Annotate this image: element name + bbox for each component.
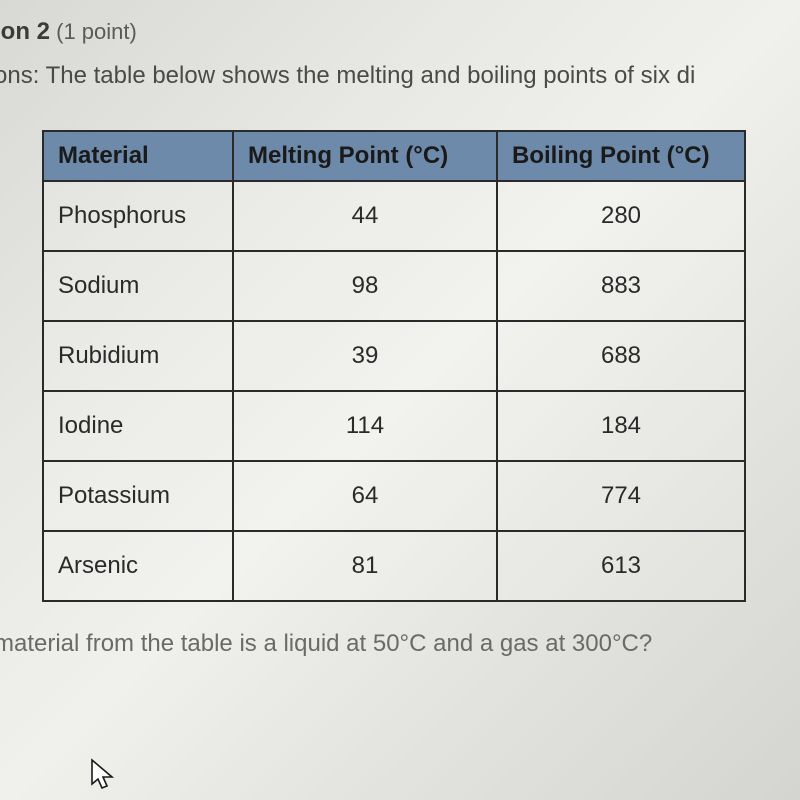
cell-boiling-point: 688 xyxy=(497,321,745,391)
cell-melting-point: 98 xyxy=(233,251,497,321)
table-header-row: Material Melting Point (°C) Boiling Poin… xyxy=(43,131,745,181)
table-row: Sodium 98 883 xyxy=(43,251,745,321)
table-row: Iodine 114 184 xyxy=(43,391,745,461)
cell-material: Rubidium xyxy=(43,321,233,391)
cell-melting-point: 39 xyxy=(233,321,497,391)
question-heading: ion 2 (1 point) xyxy=(0,18,800,46)
cell-boiling-point: 280 xyxy=(497,181,745,251)
cell-boiling-point: 184 xyxy=(497,391,745,461)
cell-boiling-point: 774 xyxy=(497,461,745,531)
col-header-melting-point: Melting Point (°C) xyxy=(233,131,497,181)
cell-material: Sodium xyxy=(43,251,233,321)
question-number: ion 2 xyxy=(0,18,50,45)
col-header-boiling-point: Boiling Point (°C) xyxy=(497,131,745,181)
materials-table-container: Material Melting Point (°C) Boiling Poin… xyxy=(42,130,800,602)
cell-material: Iodine xyxy=(43,391,233,461)
cell-melting-point: 44 xyxy=(233,181,497,251)
cell-material: Phosphorus xyxy=(43,181,233,251)
table-body: Phosphorus 44 280 Sodium 98 883 Rubidium… xyxy=(43,181,745,601)
cell-melting-point: 81 xyxy=(233,531,497,601)
cell-material: Arsenic xyxy=(43,531,233,601)
table-row: Rubidium 39 688 xyxy=(43,321,745,391)
cell-melting-point: 114 xyxy=(233,391,497,461)
table-row: Phosphorus 44 280 xyxy=(43,181,745,251)
cell-melting-point: 64 xyxy=(233,461,497,531)
question-text: material from the table is a liquid at 5… xyxy=(0,630,800,658)
table-row: Potassium 64 774 xyxy=(43,461,745,531)
col-header-material: Material xyxy=(43,131,233,181)
cursor-icon xyxy=(90,758,118,794)
cell-material: Potassium xyxy=(43,461,233,531)
question-points: (1 point) xyxy=(50,19,137,44)
table-row: Arsenic 81 613 xyxy=(43,531,745,601)
materials-table: Material Melting Point (°C) Boiling Poin… xyxy=(42,130,746,602)
cell-boiling-point: 883 xyxy=(497,251,745,321)
cell-boiling-point: 613 xyxy=(497,531,745,601)
instructions-text: ons: The table below shows the melting a… xyxy=(0,62,800,90)
